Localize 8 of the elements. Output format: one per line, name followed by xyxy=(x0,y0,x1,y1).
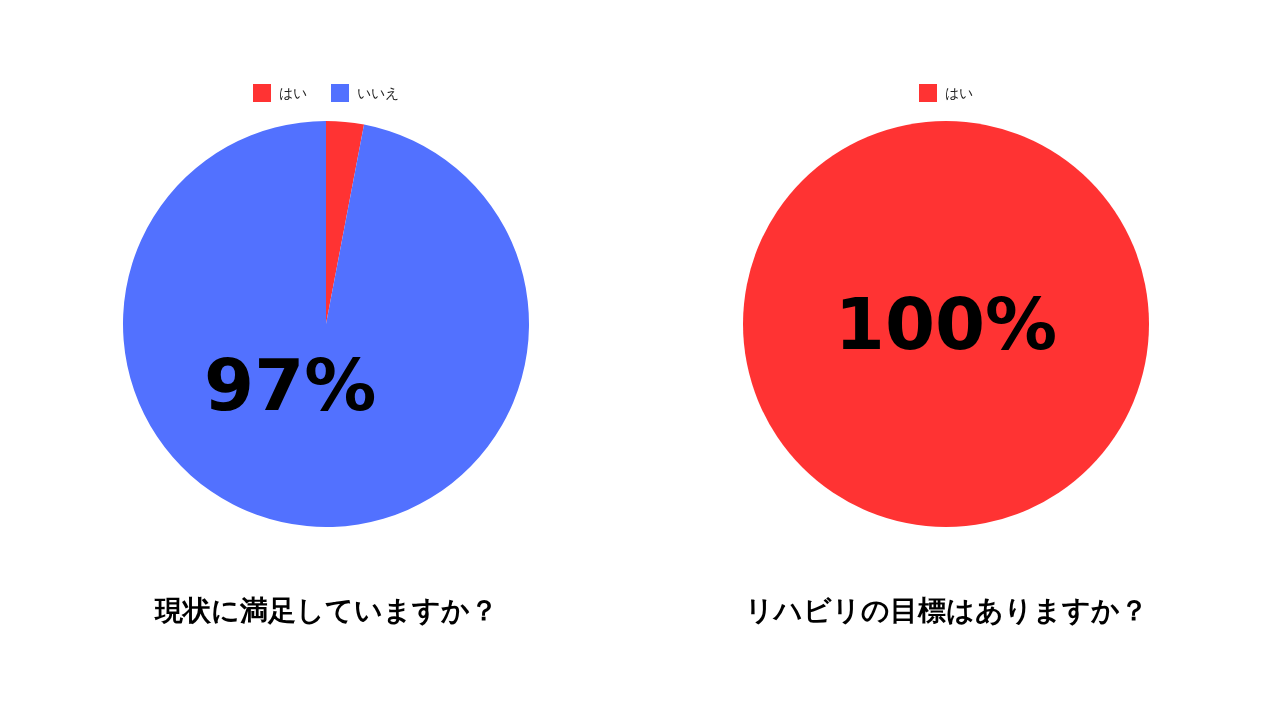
legend-label: はい xyxy=(279,85,307,101)
text: リハビリの目標はありますか？ xyxy=(744,593,1148,627)
legend-label: はい xyxy=(945,85,973,101)
text: 現状に満足していますか？ xyxy=(153,593,498,627)
data-label: 100% xyxy=(834,282,1058,366)
data-label: 97% xyxy=(204,342,377,427)
legend: はい xyxy=(919,84,973,102)
legend-label: いいえ xyxy=(357,85,399,101)
